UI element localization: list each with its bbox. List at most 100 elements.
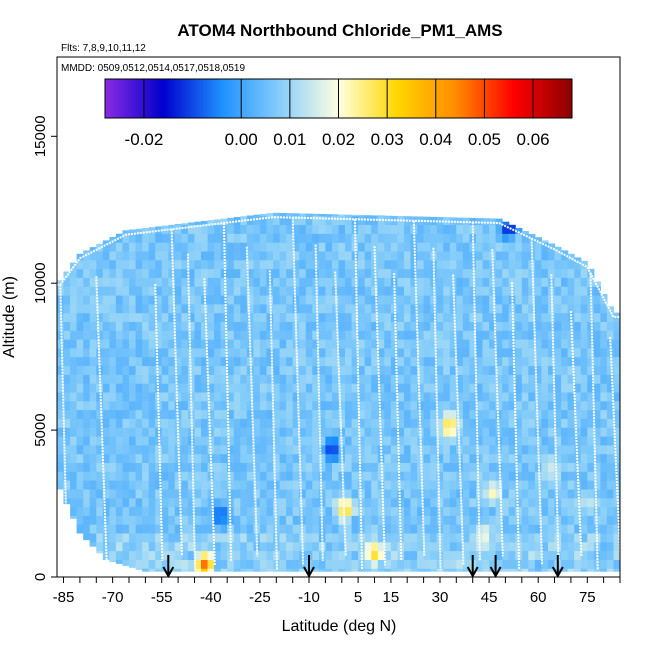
heatmap-cell	[482, 224, 490, 234]
heatmap-cell	[259, 480, 267, 490]
heatmap-cell	[299, 286, 307, 296]
heatmap-cell	[266, 418, 274, 428]
heatmap-cell	[495, 339, 503, 349]
heatmap-cell	[63, 436, 71, 446]
heatmap-cell	[246, 471, 254, 481]
heatmap-cell	[541, 427, 549, 437]
heatmap-cell	[233, 462, 241, 472]
heatmap-cell	[338, 559, 346, 569]
heatmap-cell	[266, 295, 274, 305]
heatmap-cell	[587, 295, 595, 305]
heatmap-cell	[273, 488, 281, 499]
heatmap-cell	[574, 356, 582, 367]
heatmap-cell	[358, 418, 366, 428]
heatmap-cell	[449, 250, 457, 261]
heatmap-cell	[325, 286, 333, 296]
heatmap-cell	[240, 568, 248, 572]
heatmap-cell	[155, 515, 163, 525]
heatmap-cell	[102, 250, 110, 261]
heatmap-cell	[593, 506, 601, 516]
heatmap-cell	[83, 418, 91, 428]
heatmap-cell	[515, 242, 523, 252]
heatmap-cell	[220, 259, 228, 270]
heatmap-cell	[135, 462, 143, 472]
heatmap-cell	[214, 515, 222, 525]
heatmap-cell	[83, 295, 91, 305]
heatmap-cell	[168, 356, 176, 367]
heatmap-cell	[410, 488, 418, 499]
heatmap-cell	[390, 506, 398, 516]
heatmap-cell	[240, 559, 248, 569]
heatmap-cell	[443, 347, 451, 358]
heatmap-cell	[194, 400, 202, 411]
heatmap-cell	[135, 312, 143, 322]
heatmap-cell	[207, 383, 215, 393]
heatmap-cell	[174, 524, 182, 534]
heatmap-cell	[423, 277, 431, 287]
heatmap-cell	[240, 488, 248, 499]
heatmap-cell	[207, 242, 215, 252]
heatmap-cell	[201, 506, 209, 516]
heatmap-cell	[273, 418, 281, 428]
heatmap-cell	[299, 409, 307, 419]
heatmap-cell	[273, 400, 281, 411]
heatmap-cell	[482, 532, 490, 543]
heatmap-cell	[456, 277, 464, 287]
heatmap-cell	[155, 330, 163, 340]
heatmap-cell	[397, 259, 405, 270]
heatmap-cell	[266, 347, 274, 358]
heatmap-cell	[521, 259, 529, 270]
heatmap-cell	[364, 488, 372, 499]
heatmap-cell	[345, 444, 353, 455]
heatmap-cell	[318, 250, 326, 261]
heatmap-cell	[443, 515, 451, 525]
heatmap-cell	[449, 365, 457, 375]
heatmap-cell	[397, 480, 405, 490]
heatmap-cell	[201, 400, 209, 411]
heatmap-cell	[273, 480, 281, 490]
heatmap-cell	[502, 418, 510, 428]
heatmap-cell	[377, 286, 385, 296]
heatmap-cell	[456, 268, 464, 278]
heatmap-cell	[449, 383, 457, 393]
heatmap-cell	[122, 444, 130, 455]
heatmap-cell	[417, 224, 425, 234]
heatmap-cell	[561, 559, 569, 569]
heatmap-cell	[142, 480, 150, 490]
heatmap-cell	[534, 250, 542, 261]
heatmap-cell	[489, 559, 497, 569]
heatmap-cell	[122, 480, 130, 490]
heatmap-cell	[489, 383, 497, 393]
heatmap-cell	[194, 488, 202, 499]
heatmap-cell	[541, 436, 549, 446]
heatmap-cell	[377, 480, 385, 490]
heatmap-cell	[155, 347, 163, 358]
heatmap-cell	[561, 506, 569, 516]
heatmap-cell	[318, 506, 326, 516]
heatmap-cell	[70, 471, 78, 481]
heatmap-cell	[96, 480, 104, 490]
heatmap-cell	[541, 453, 549, 463]
heatmap-cell	[449, 471, 457, 481]
heatmap-cell	[548, 488, 556, 499]
heatmap-cell	[325, 215, 333, 225]
heatmap-cell	[299, 303, 307, 314]
heatmap-cell	[580, 312, 588, 322]
heatmap-cell	[482, 295, 490, 305]
heatmap-cell	[83, 277, 91, 287]
heatmap-cell	[168, 524, 176, 534]
heatmap-cell	[312, 356, 320, 367]
heatmap-cell	[554, 471, 562, 481]
heatmap-cell	[207, 559, 215, 569]
heatmap-cell	[364, 339, 372, 349]
heatmap-cell	[168, 347, 176, 358]
heatmap-cell	[115, 250, 123, 261]
heatmap-cell	[567, 471, 575, 481]
heatmap-cell	[148, 506, 156, 516]
heatmap-cell	[443, 409, 451, 419]
heatmap-cell	[567, 303, 575, 314]
heatmap-cell	[574, 418, 582, 428]
heatmap-cell	[194, 221, 202, 225]
heatmap-cell	[502, 462, 510, 472]
heatmap-cell	[554, 506, 562, 516]
